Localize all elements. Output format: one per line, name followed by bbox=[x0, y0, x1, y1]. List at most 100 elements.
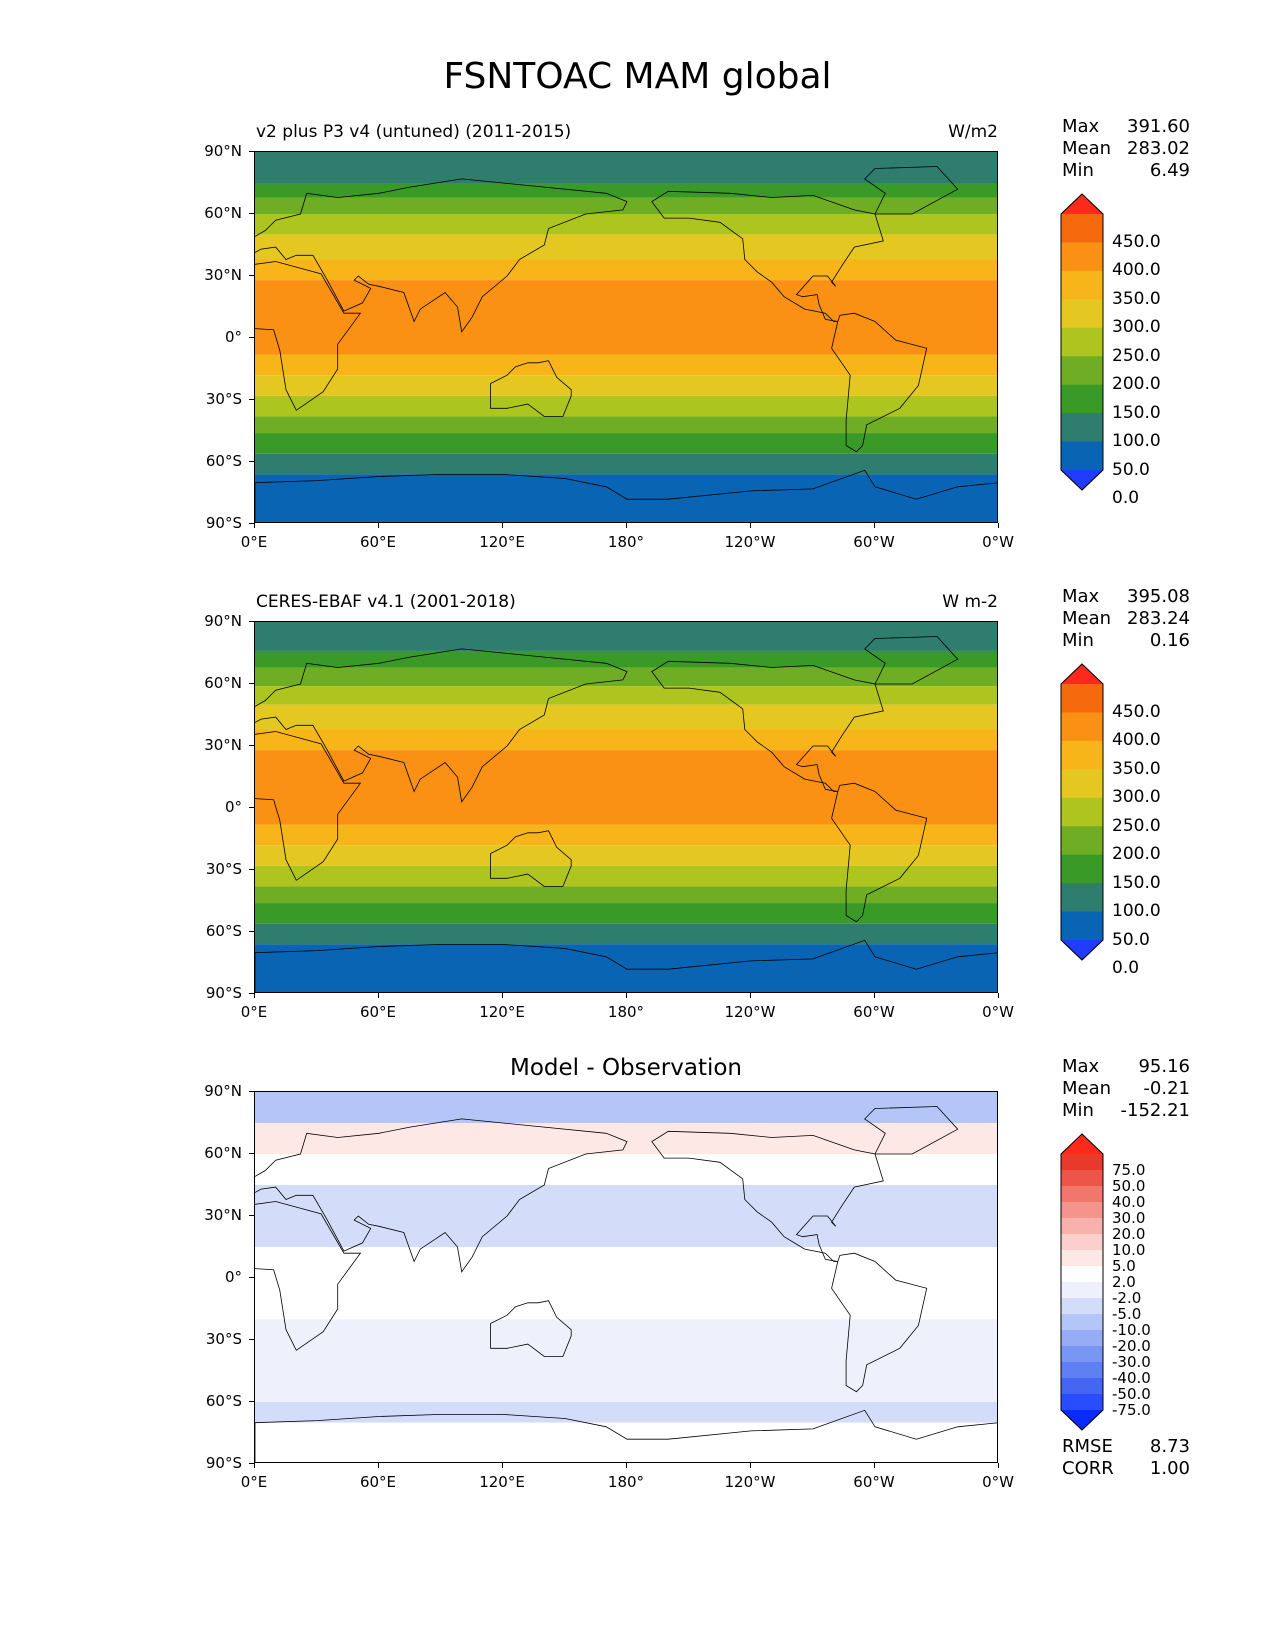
colorbar-label: 200.0 bbox=[1112, 844, 1161, 865]
lat-tick bbox=[249, 621, 254, 622]
max-value: 395.08 bbox=[1127, 586, 1190, 607]
field-band bbox=[255, 923, 997, 945]
field-band bbox=[255, 259, 997, 281]
colorbar-segment bbox=[1061, 911, 1103, 941]
max-label: Max bbox=[1062, 586, 1100, 607]
max-value: 391.60 bbox=[1127, 116, 1190, 137]
colorbar-segment bbox=[1061, 769, 1103, 799]
colorbar-label: 2.0 bbox=[1112, 1272, 1136, 1291]
lon-tick bbox=[378, 1463, 379, 1468]
coastline bbox=[255, 648, 628, 803]
colorbar-svg bbox=[1060, 1133, 1104, 1431]
colorbar-label: 100.0 bbox=[1112, 431, 1161, 452]
rmse-value: 8.73 bbox=[1149, 1436, 1190, 1457]
lon-tick bbox=[998, 523, 999, 528]
lat-tick bbox=[249, 745, 254, 746]
lat-tick bbox=[249, 523, 254, 524]
lat-tick bbox=[249, 399, 254, 400]
field-band bbox=[255, 152, 997, 183]
lon-tick bbox=[626, 993, 627, 998]
lat-tick-label: 60°N bbox=[204, 204, 242, 222]
stats-box: Max 95.16 Mean -0.21 Min -152.21 bbox=[1062, 1056, 1190, 1122]
lon-tick bbox=[378, 993, 379, 998]
colorbar-label: 100.0 bbox=[1112, 901, 1161, 922]
field-band bbox=[255, 234, 997, 260]
colorbar-label: -40.0 bbox=[1112, 1368, 1151, 1387]
corr-value: 1.00 bbox=[1149, 1458, 1190, 1479]
lat-tick bbox=[249, 931, 254, 932]
colorbar bbox=[1060, 193, 1104, 495]
colorbar-segment bbox=[1061, 1394, 1103, 1411]
lat-tick-label: 30°N bbox=[204, 1206, 242, 1224]
coastline bbox=[255, 1201, 362, 1351]
coastline bbox=[651, 1130, 884, 1262]
lon-tick-label: 60°W bbox=[853, 533, 895, 551]
colorbar-segment bbox=[1061, 1362, 1103, 1379]
lon-tick bbox=[874, 993, 875, 998]
colorbar-extend-max bbox=[1061, 1134, 1103, 1154]
map-field bbox=[255, 1092, 997, 1462]
lon-tick bbox=[874, 1463, 875, 1468]
colorbar-segment bbox=[1061, 797, 1103, 827]
lon-tick-label: 120°W bbox=[724, 1003, 776, 1021]
lat-tick bbox=[249, 993, 254, 994]
colorbar-label: 300.0 bbox=[1112, 317, 1161, 338]
colorbar-label: 40.0 bbox=[1112, 1192, 1146, 1211]
colorbar-extend-min bbox=[1061, 940, 1103, 960]
lon-tick-label: 0°W bbox=[982, 533, 1014, 551]
coastline bbox=[490, 360, 572, 417]
lat-tick-label: 0° bbox=[224, 1268, 242, 1286]
lon-tick-label: 120°W bbox=[724, 533, 776, 551]
coastline bbox=[255, 731, 362, 881]
stats-box: Max 395.08 Mean 283.24 Min 0.16 bbox=[1062, 586, 1190, 652]
colorbar-segment bbox=[1061, 1234, 1103, 1251]
lon-tick bbox=[874, 523, 875, 528]
panel-title: v2 plus P3 v4 (untuned) (2011-2015) bbox=[256, 122, 572, 142]
field-band bbox=[255, 622, 997, 651]
colorbar-segment bbox=[1061, 1314, 1103, 1331]
colorbar-outline bbox=[1060, 663, 1104, 961]
colorbar-segment bbox=[1061, 413, 1103, 443]
skill-scores: RMSE 8.73 CORR 1.00 bbox=[1062, 1436, 1190, 1480]
lon-tick bbox=[750, 993, 751, 998]
lon-tick-label: 0°W bbox=[982, 1003, 1014, 1021]
lat-tick bbox=[249, 1401, 254, 1402]
coastline bbox=[255, 1409, 997, 1462]
lon-tick bbox=[254, 523, 255, 528]
lat-tick-label: 30°N bbox=[204, 736, 242, 754]
coastline bbox=[490, 1300, 572, 1357]
field-band bbox=[255, 1185, 997, 1247]
coastline bbox=[864, 166, 959, 215]
colorbar-label: -5.0 bbox=[1112, 1304, 1142, 1323]
lat-tick-label: 60°S bbox=[205, 922, 242, 940]
lon-tick-label: 120°E bbox=[479, 1003, 525, 1021]
lon-tick-label: 180° bbox=[607, 1003, 645, 1021]
colorbar-segment bbox=[1061, 712, 1103, 742]
colorbar-segment bbox=[1061, 1250, 1103, 1267]
lat-tick bbox=[249, 213, 254, 214]
coastline bbox=[490, 830, 572, 887]
field-band bbox=[255, 704, 997, 730]
mean-label: Mean bbox=[1062, 1078, 1112, 1099]
field-band bbox=[255, 453, 997, 475]
lat-tick-label: 60°N bbox=[204, 1144, 242, 1162]
field-band bbox=[255, 1154, 997, 1185]
field-band bbox=[255, 729, 997, 751]
colorbar-segment bbox=[1061, 1330, 1103, 1347]
field-band bbox=[255, 395, 997, 417]
field-band bbox=[255, 750, 997, 825]
lon-tick bbox=[626, 523, 627, 528]
field-band bbox=[255, 1402, 997, 1423]
lat-tick bbox=[249, 151, 254, 152]
lon-tick bbox=[254, 993, 255, 998]
colorbar-segment bbox=[1061, 441, 1103, 471]
colorbar-segment bbox=[1061, 1154, 1103, 1171]
colorbar-label: -2.0 bbox=[1112, 1288, 1142, 1307]
lat-tick bbox=[249, 1091, 254, 1092]
max-label: Max bbox=[1062, 116, 1100, 137]
units-label: W m-2 bbox=[942, 592, 998, 612]
lat-tick bbox=[249, 1463, 254, 1464]
colorbar-segment bbox=[1061, 684, 1103, 713]
colorbar-extend-min bbox=[1061, 1410, 1103, 1430]
lon-tick-label: 180° bbox=[607, 533, 645, 551]
